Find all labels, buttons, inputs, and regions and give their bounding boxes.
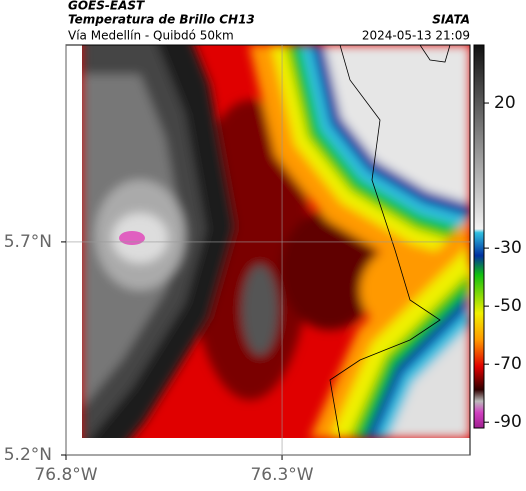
colorbar-label: -30 (494, 238, 522, 258)
colorbar-label: -70 (494, 354, 522, 374)
x-tick-label: 76.8°W (34, 465, 97, 485)
x-tick-label: 76.3°W (250, 465, 313, 485)
colorbar-label: -90 (494, 412, 522, 432)
source: SIATA (432, 13, 470, 27)
colorbar (473, 44, 485, 429)
colorbar-label: -50 (494, 296, 522, 316)
colorbar-label: 20 (494, 93, 516, 113)
y-tick-label: 5.2°N (4, 445, 52, 465)
subtitle: Temperatura de Brillo CH13 (68, 13, 255, 27)
route: Vía Medellín - Quibdó 50km (68, 29, 234, 43)
y-tick-label: 5.7°N (4, 232, 52, 252)
satellite-image (82, 45, 470, 438)
title: GOES-EAST (68, 0, 145, 13)
timestamp: 2024-05-13 21:09 (362, 29, 470, 43)
